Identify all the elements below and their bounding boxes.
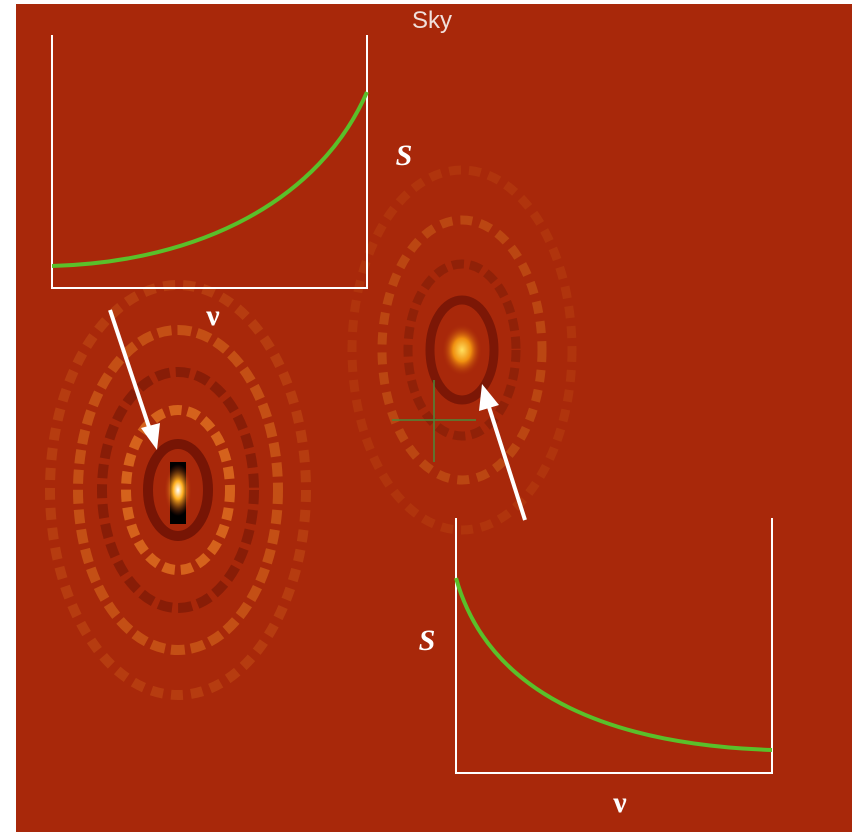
sky-figure: Sky S ν S ν <box>0 0 854 836</box>
page: Sky S ν S ν (() => { const data = JSON.p… <box>0 0 854 836</box>
left-source <box>164 464 192 516</box>
title: Sky <box>412 7 452 34</box>
y-label: S <box>419 624 436 657</box>
right-source <box>442 324 482 376</box>
x-label: ν <box>205 299 220 332</box>
x-label: ν <box>612 786 627 819</box>
y-label: S <box>396 139 413 172</box>
